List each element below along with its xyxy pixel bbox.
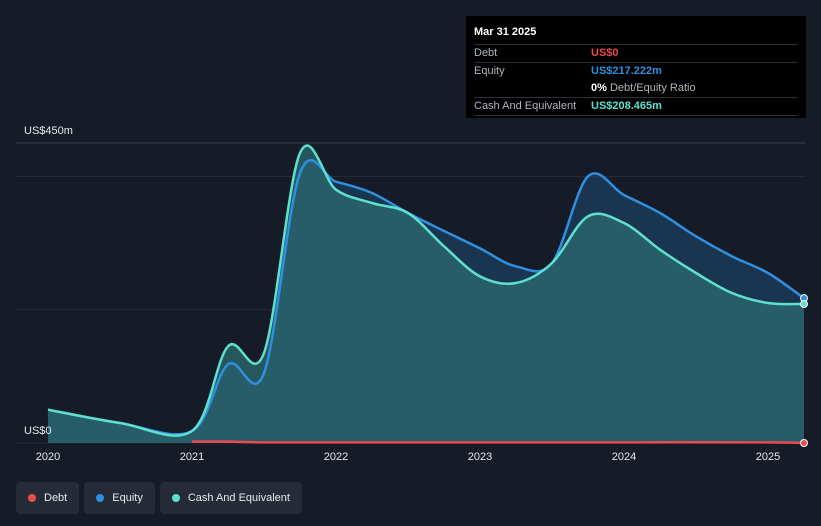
tooltip-row-ratio: 0% Debt/Equity Ratio xyxy=(474,80,798,97)
tooltip-row-equity: Equity US$217.222m xyxy=(474,62,798,80)
legend-item-equity[interactable]: Equity xyxy=(84,482,155,514)
equity-dot-icon xyxy=(96,494,105,502)
x-tick-label: 2024 xyxy=(611,451,637,463)
tooltip-ratio-text: Debt/Equity Ratio xyxy=(609,82,696,94)
tooltip-panel: Mar 31 2025 Debt US$0 Equity US$217.222m… xyxy=(466,16,806,118)
legend-label: Cash And Equivalent xyxy=(187,492,290,504)
tooltip-date: Mar 31 2025 xyxy=(474,26,537,38)
series-end-markers xyxy=(800,294,808,447)
cash-dot-icon xyxy=(171,494,180,502)
x-tick-label: 2023 xyxy=(467,451,493,463)
y-tick-label-zero: US$0 xyxy=(24,425,52,437)
debt-line xyxy=(191,440,805,445)
equity-line xyxy=(47,158,805,436)
x-tick-label: 2021 xyxy=(179,451,205,463)
debt-dot-icon xyxy=(28,494,36,502)
series-lines xyxy=(47,144,805,445)
tooltip-row-cash: Cash And Equivalent US$208.465m xyxy=(474,97,798,116)
tooltip-row-debt: Debt US$0 xyxy=(474,44,798,62)
tooltip-label xyxy=(474,80,591,97)
legend: Debt Equity Cash And Equivalent xyxy=(16,482,302,514)
x-tick-label: 2025 xyxy=(755,451,781,463)
cash-line xyxy=(47,144,805,437)
x-tick-label: 2020 xyxy=(35,451,61,463)
tooltip-label: Debt xyxy=(474,47,498,59)
debt-end-marker xyxy=(800,439,808,447)
tooltip-label: Cash And Equivalent xyxy=(474,100,577,112)
cash-area xyxy=(48,145,804,443)
legend-label: Equity xyxy=(112,492,143,504)
tooltip-label: Equity xyxy=(474,65,505,77)
cash-end-marker xyxy=(800,300,808,309)
tooltip-value: US$0 xyxy=(591,47,619,59)
series-areas xyxy=(48,145,804,443)
tooltip-value: US$208.465m xyxy=(591,100,662,112)
x-tick-label: 2022 xyxy=(323,451,349,463)
legend-item-cash[interactable]: Cash And Equivalent xyxy=(159,482,302,514)
y-tick-label-max: US$450m xyxy=(24,125,73,137)
tooltip-value: US$217.222m xyxy=(591,65,662,77)
tooltip-ratio-value: 0% xyxy=(591,82,607,94)
legend-item-debt[interactable]: Debt xyxy=(16,482,80,514)
legend-label: Debt xyxy=(44,492,68,504)
